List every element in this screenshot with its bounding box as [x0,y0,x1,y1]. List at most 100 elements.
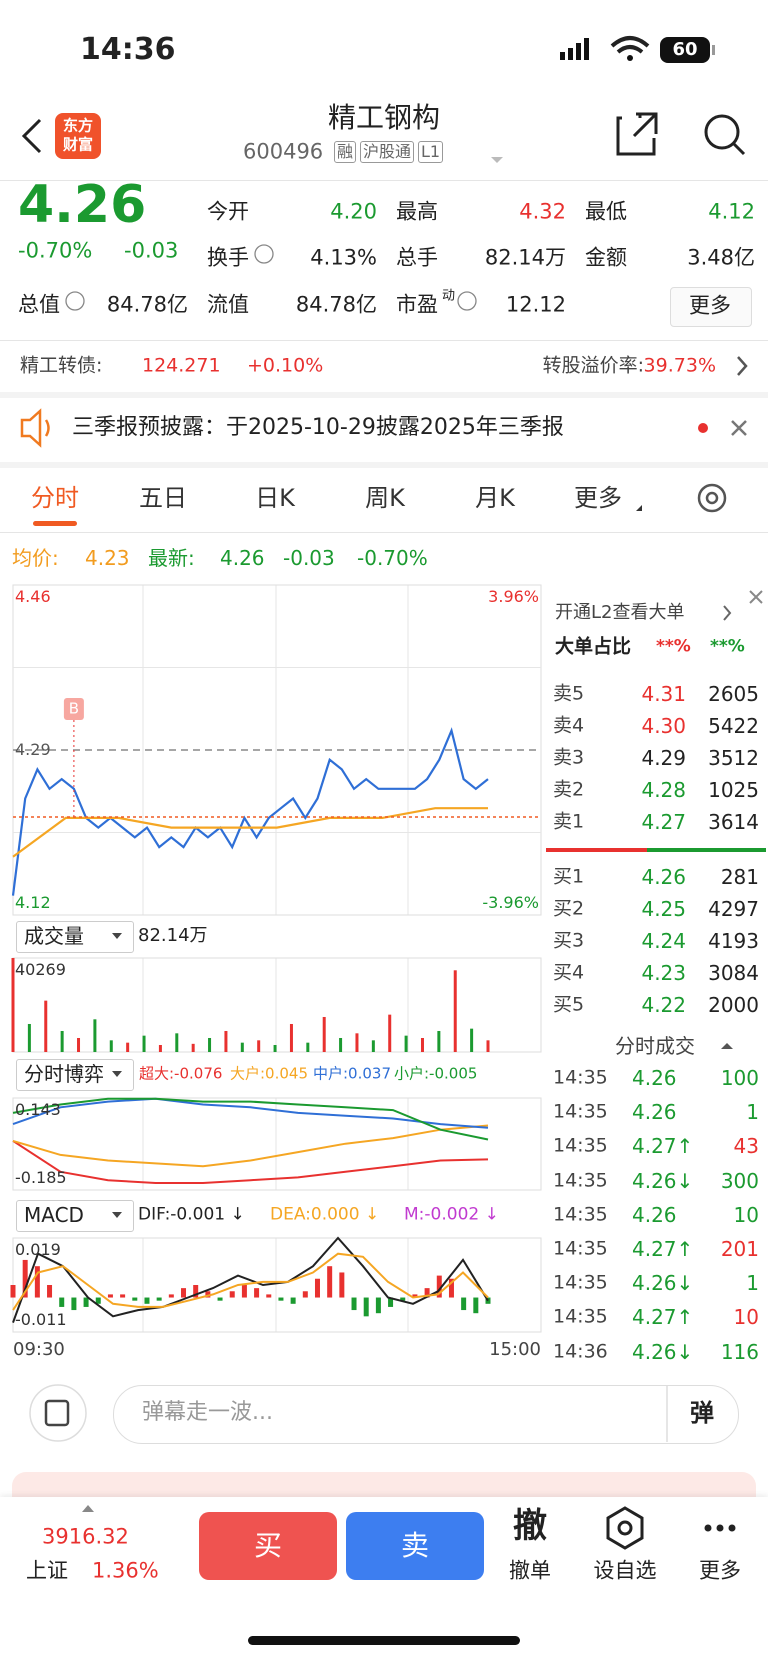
book-price: 4.26 [641,865,686,889]
bond-change: +0.10% [247,354,324,377]
more-button[interactable] [670,287,752,327]
back-icon[interactable] [21,118,42,154]
macd-bar [424,1288,430,1298]
tab[interactable]: 日K [255,484,295,512]
book-price: 4.23 [641,961,686,985]
chevron[interactable] [737,356,748,376]
logo-text: 财富 [62,135,94,154]
change-percent: -0.70% [18,238,93,263]
more-icon[interactable] [704,1524,736,1532]
more-label[interactable]: 更多 [699,1558,741,1583]
watch-icon-dot [617,1520,633,1536]
book-price: 4.27 [641,810,686,834]
book-level: 卖3 [553,746,585,769]
y-tick-label: 0.143 [15,1100,61,1119]
danmaku-input[interactable] [113,1385,739,1444]
macd-bar [436,1275,442,1298]
stock-tag: 融 [334,141,357,163]
y-tick-label: 0.019 [15,1240,61,1259]
search-handle [732,142,746,156]
sell-label[interactable]: 卖 [400,1529,430,1562]
volume-bar [11,958,15,1052]
trade-price: 4.27↑ [632,1134,694,1159]
buy-button[interactable] [199,1512,337,1580]
y2-tick-label: -3.96% [482,893,539,912]
macd-bar [22,1259,28,1298]
volume-bar [208,1037,212,1052]
search-icon[interactable] [704,114,740,150]
book-price: 4.24 [641,929,686,953]
stock-tag: 沪股通 [360,141,415,163]
book-volume: 3084 [708,961,759,985]
field-label: 总值 [18,292,60,317]
trade-price: 4.26 [632,1100,677,1125]
tab[interactable]: 月K [475,484,515,512]
big-order-label: 大单占比 [555,635,632,658]
settings-icon[interactable] [697,483,727,513]
divider [0,340,768,341]
tab[interactable]: 分时 [31,484,79,512]
book-level: 买4 [553,961,585,984]
indicator-selector[interactable] [16,1059,134,1091]
watch-label[interactable]: 设自选 [593,1558,657,1583]
trade-time: 14:36 [553,1340,608,1363]
volume-bar [77,1037,81,1052]
l2-promo[interactable]: 开通L2查看大单 [555,602,685,623]
wifi [610,36,650,54]
indicator-selector[interactable] [16,1200,134,1232]
series-legend: DIF:-0.001 ↓ [138,1204,245,1225]
notice-text[interactable]: 三季报预披露：于2025-10-29披露2025年三季报 [72,415,564,440]
macd-bar [168,1294,174,1298]
panel-close[interactable] [749,590,763,604]
info-icon [254,244,274,264]
battery-level: 60 [672,39,698,60]
more-button-label[interactable]: 更多 [689,293,731,318]
macd-bar [132,1297,138,1301]
y-tick-label: 40269 [15,960,66,979]
danmaku-placeholder[interactable]: 弹幕走一波... [142,1400,273,1425]
dropdown-caret[interactable] [491,157,503,163]
volume-bar [339,1037,343,1052]
cancel-label[interactable]: 撤单 [509,1558,551,1583]
volume-bar [158,1044,162,1052]
trade-time: 14:35 [553,1134,608,1157]
tab[interactable]: 周K [365,484,405,512]
indicator-selector[interactable] [16,921,134,953]
last-price: 4.26 [18,175,147,235]
book-level: 买2 [553,897,585,920]
book-level: 买5 [553,993,585,1016]
volume-bar [93,1019,97,1052]
cancel-icon[interactable]: 撤 [513,1506,547,1546]
danmaku-button[interactable]: 弹 [690,1399,714,1427]
series-line [12,1140,489,1184]
macd-bar [193,1285,199,1298]
field-value: 4.32 [519,199,566,224]
book-price: 4.22 [641,993,686,1017]
macd-bar [412,1294,418,1298]
volume-bar [486,1040,490,1052]
macd-bar [229,1291,235,1298]
avg-value: 4.23 [85,546,130,570]
watch-icon[interactable] [606,1506,644,1550]
sell-button[interactable] [346,1512,484,1580]
tab[interactable]: 更多 [574,484,622,512]
y-tick-label: 4.46 [15,587,51,606]
volume-bar [322,1016,326,1052]
close-icon[interactable] [731,420,747,436]
share-icon[interactable] [616,112,658,156]
field-value: 4.13% [310,245,377,270]
change-amount: -0.03 [124,238,179,263]
volume-bar [289,1023,293,1052]
volume-bar [175,1033,179,1052]
field-value: 12.12 [505,292,566,317]
note-button[interactable] [29,1384,87,1442]
volume-bar [453,970,457,1052]
volume-bar [420,1037,424,1052]
series-legend: 超大:-0.076 [139,1064,223,1083]
tab[interactable]: 五日 [139,484,187,512]
logo-text: 东方 [62,116,94,135]
buy-label[interactable]: 买 [253,1529,283,1562]
bond-price: 124.271 [142,354,221,377]
logo[interactable] [55,113,101,159]
field-value: 4.12 [708,199,755,224]
